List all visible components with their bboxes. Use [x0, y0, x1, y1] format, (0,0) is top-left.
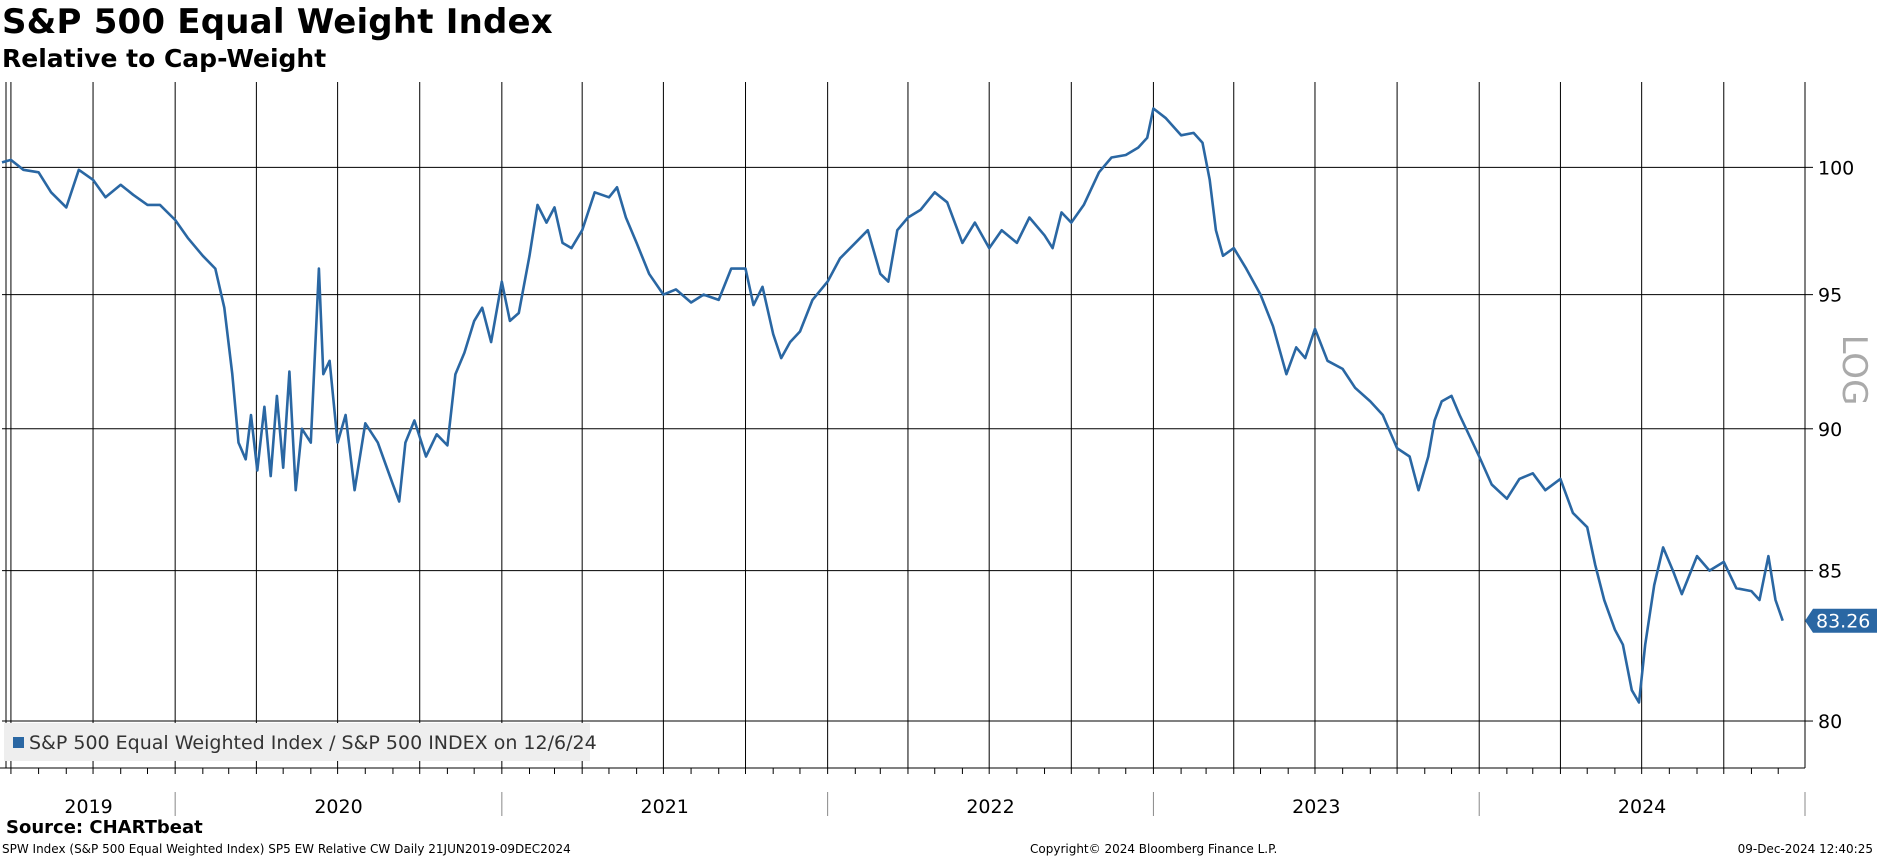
- series-group: [1, 107, 1784, 704]
- x-tick-label: 2021: [641, 796, 689, 818]
- last-value-label: 83.26: [1816, 611, 1870, 633]
- x-tick-label: 2020: [314, 796, 362, 818]
- y-tick-label: 85: [1818, 561, 1842, 583]
- x-tick-label: 2022: [966, 796, 1014, 818]
- y-tick-label: 80: [1818, 711, 1842, 733]
- x-tick-label: 2023: [1292, 796, 1340, 818]
- chart-title: S&P 500 Equal Weight Index: [2, 2, 553, 42]
- legend-swatch: [13, 737, 24, 748]
- grid: [2, 82, 1806, 768]
- source-note: Source: CHARTbeat: [6, 817, 203, 838]
- y-tick-label: 100: [1818, 157, 1854, 179]
- footer-ticker-info: SPW Index (S&P 500 Equal Weighted Index)…: [2, 842, 571, 856]
- legend-entry: S&P 500 Equal Weighted Index / S&P 500 I…: [29, 732, 597, 754]
- y-axis: 80 85 90 95 100 83.26: [1805, 157, 1877, 733]
- x-tick-label: 2024: [1618, 796, 1666, 818]
- log-scale-label: LOG: [1834, 335, 1874, 406]
- legend: S&P 500 Equal Weighted Index / S&P 500 I…: [4, 723, 597, 761]
- y-tick-label: 90: [1818, 419, 1842, 441]
- chart-subtitle: Relative to Cap-Weight: [2, 44, 327, 73]
- legend-background: [4, 723, 590, 761]
- x-tick-label: 2019: [64, 796, 112, 818]
- footer-timestamp: 09-Dec-2024 12:40:25: [1737, 842, 1873, 856]
- y-tick-label: 95: [1818, 285, 1842, 307]
- series-line: [1, 107, 1784, 704]
- x-axis: 2019 2020 2021 2022 2023 2024: [0, 767, 1806, 818]
- last-value-tag: [1805, 608, 1877, 633]
- footer-copyright: Copyright© 2024 Bloomberg Finance L.P.: [1030, 842, 1278, 856]
